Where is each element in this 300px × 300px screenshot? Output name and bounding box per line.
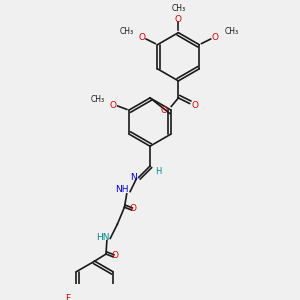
Text: O: O bbox=[111, 251, 118, 260]
Text: CH₃: CH₃ bbox=[171, 4, 185, 13]
Text: O: O bbox=[161, 106, 168, 115]
Text: H: H bbox=[155, 167, 162, 176]
Text: HN: HN bbox=[96, 232, 110, 242]
Text: O: O bbox=[192, 100, 199, 109]
Text: CH₃: CH₃ bbox=[119, 27, 133, 36]
Text: O: O bbox=[212, 33, 218, 42]
Text: N: N bbox=[130, 173, 137, 182]
Text: CH₃: CH₃ bbox=[91, 95, 105, 104]
Text: O: O bbox=[138, 33, 146, 42]
Text: O: O bbox=[130, 204, 136, 213]
Text: F: F bbox=[65, 294, 70, 300]
Text: NH: NH bbox=[116, 185, 129, 194]
Text: O: O bbox=[175, 15, 182, 24]
Text: CH₃: CH₃ bbox=[225, 27, 239, 36]
Text: O: O bbox=[110, 101, 117, 110]
